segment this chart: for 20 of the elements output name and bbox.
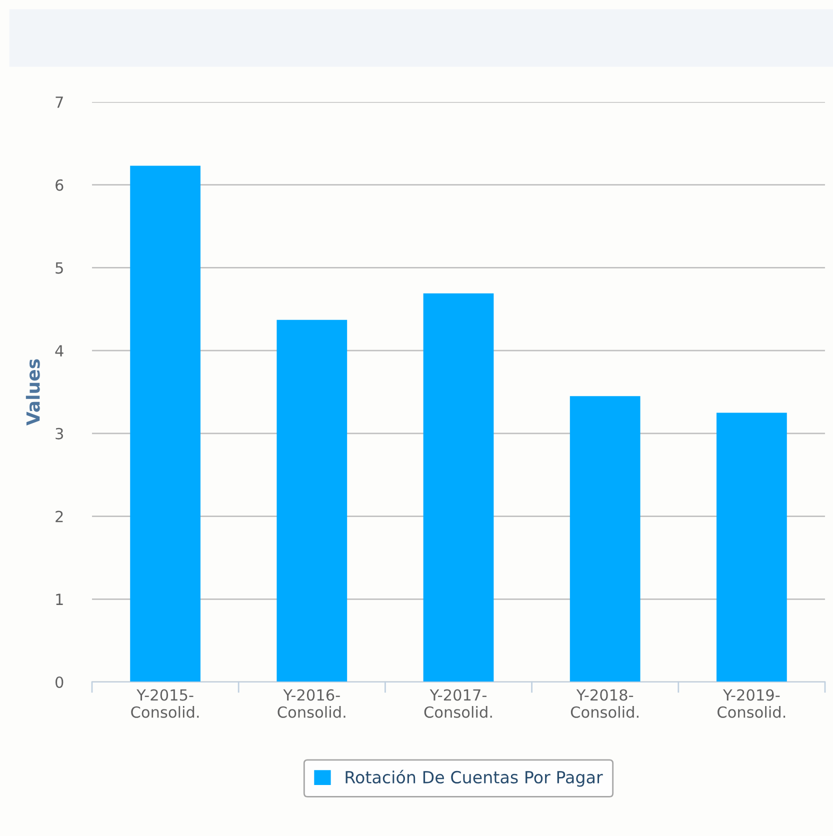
- x-tick-label: Y-2018- Consolid.: [570, 689, 638, 718]
- x-tick-label: Y-2017- Consolid.: [424, 689, 492, 718]
- y-tick-label: 4: [55, 345, 64, 356]
- y-tick-label: 0: [56, 676, 64, 688]
- y-tick-label: 3: [56, 428, 63, 440]
- bar: [130, 166, 200, 682]
- bar: [423, 293, 494, 682]
- y-tick-label: 2: [56, 510, 63, 522]
- y-tick-label: 7: [56, 96, 63, 108]
- bar: [716, 412, 787, 682]
- y-tick-label: 5: [56, 262, 63, 274]
- x-tick-label: Y-2016- Consolid.: [278, 689, 346, 718]
- y-tick-label: 1: [56, 594, 63, 605]
- bar: [276, 320, 348, 682]
- y-tick-label: 6: [56, 179, 64, 191]
- y-axis-title: Values: [26, 359, 40, 426]
- x-tick-label: Y-2015- Consolid.: [131, 689, 199, 718]
- bar: [570, 396, 640, 682]
- legend-label: Rotación De Cuentas Por Pagar: [346, 770, 603, 787]
- x-tick-label: Y-2019- Consolid.: [718, 689, 786, 718]
